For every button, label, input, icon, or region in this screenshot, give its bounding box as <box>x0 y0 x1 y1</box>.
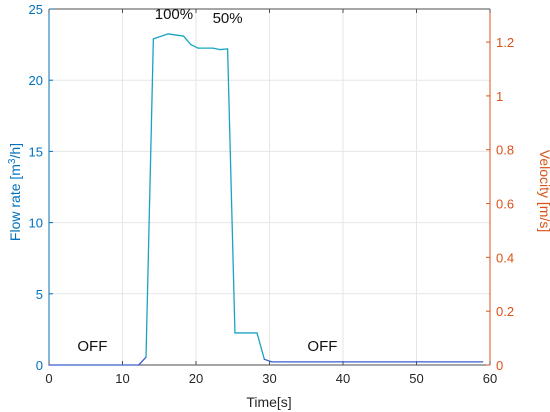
y-left-tick-label: 25 <box>29 2 43 17</box>
y-axis-left-label-part: Flow rate [m <box>7 164 23 241</box>
y-axis-left-label-part: /h] <box>7 143 23 159</box>
y-right-tick-label: 0.4 <box>496 250 514 265</box>
series-line-segment <box>263 358 273 363</box>
y-right-tick-label: 0.2 <box>496 304 514 319</box>
annotations: 100% 50% OFF OFF <box>77 6 337 355</box>
y-right-tick-label: 0 <box>496 358 503 373</box>
annotation-label: OFF <box>77 338 107 355</box>
series <box>48 33 484 366</box>
y-axis-left-label: Flow rate [m3/h] <box>7 143 24 241</box>
series-line-segment <box>190 43 199 49</box>
series-line-segment <box>212 47 221 51</box>
series-line-segment <box>219 48 229 51</box>
x-tick-label: 0 <box>45 371 52 386</box>
x-tick-label: 60 <box>483 371 497 386</box>
series-line-segment <box>226 48 236 334</box>
grid <box>48 8 491 366</box>
y-left-tick-label: 0 <box>36 358 43 373</box>
x-tick-label: 10 <box>115 371 129 386</box>
y-axis-right-label: Velocity [m/s] <box>537 150 550 232</box>
series-line-segment <box>152 33 169 40</box>
y-right-tick-label: 1.2 <box>496 35 514 50</box>
x-tick-label: 30 <box>262 371 276 386</box>
y-axis-left-label-superscript: 3 <box>7 158 18 164</box>
series-line-segment <box>256 332 266 360</box>
series-line-segment <box>145 38 155 358</box>
series-line-segment <box>167 33 185 37</box>
y-left-tick-label: 10 <box>29 216 43 231</box>
y-right-tick-label: 0.8 <box>496 143 514 158</box>
x-tick-label: 50 <box>409 371 423 386</box>
series-line-segment <box>138 356 147 366</box>
y-left-tick-label: 15 <box>29 144 43 159</box>
y-left-tick-label: 20 <box>29 73 43 88</box>
series-line-segment <box>182 35 192 46</box>
y-right-tick-label: 0.6 <box>496 197 514 212</box>
x-axis-label: Time[s] <box>246 394 291 410</box>
annotation-label: 50% <box>213 10 243 27</box>
annotation-label: 100% <box>155 6 193 23</box>
y-left-tick-label: 5 <box>36 287 43 302</box>
annotation-label: OFF <box>307 338 337 355</box>
x-tick-label: 40 <box>336 371 350 386</box>
y-right-tick-label: 1 <box>496 89 503 104</box>
x-tick-label: 20 <box>189 371 203 386</box>
